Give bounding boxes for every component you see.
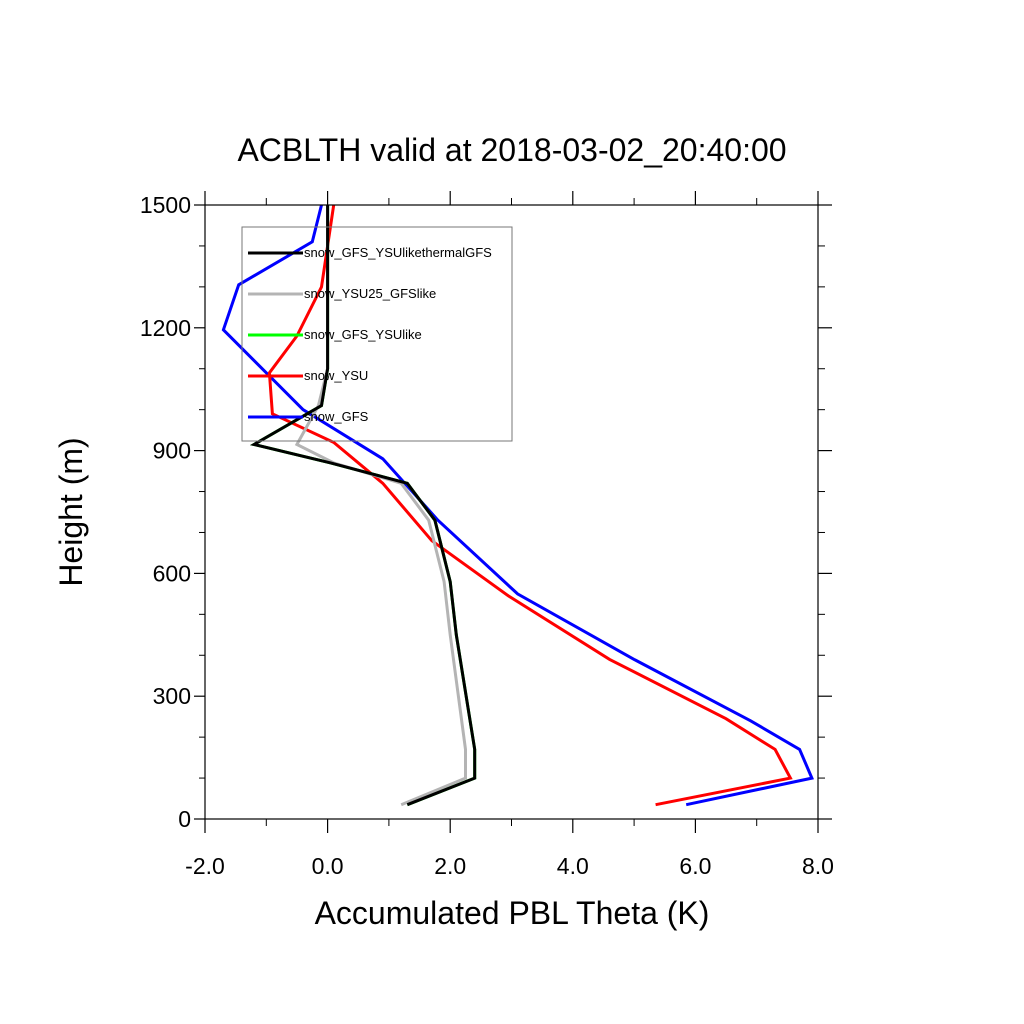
y-tick-label: 0 [178,806,191,832]
x-tick-label: 2.0 [434,853,466,879]
legend-label: snow_YSU25_GFSlike [304,286,436,301]
x-tick-label: 8.0 [802,853,834,879]
legend-label: snow_GFS_YSUlikethermalGFS [304,245,492,260]
y-axis-title: Height (m) [53,437,89,586]
legend-label: snow_YSU [304,368,368,383]
x-tick-label: 0.0 [312,853,344,879]
y-tick-label: 900 [153,438,191,464]
series-line-snow_YSU [267,204,793,807]
series-line-snow_GFS_YSUlikethermalGFS [249,205,477,807]
y-tick-label: 1500 [140,192,191,218]
chart-title: ACBLTH valid at 2018-03-02_20:40:00 [237,132,786,168]
x-tick-label: 4.0 [557,853,589,879]
legend-label: snow_GFS [304,409,369,424]
legend: snow_GFS_YSUlikethermalGFS snow_YSU25_GFS… [241,226,513,442]
x-tick-label: -2.0 [185,853,225,879]
plot-lines [221,204,814,807]
legend-label: snow_GFS_YSUlike [304,327,422,342]
legend-box [241,226,513,442]
series-line-snow_GFS [221,204,814,807]
y-tick-label: 1200 [140,315,191,341]
x-tick-label: 6.0 [679,853,711,879]
y-tick-label: 600 [153,560,191,586]
y-axis-ticks: 0 300 600 900 1200 1500 [140,192,832,832]
x-axis-title: Accumulated PBL Theta (K) [315,895,710,931]
y-tick-label: 300 [153,683,191,709]
x-axis-ticks: -2.0 0.0 2.0 4.0 6.0 8.0 [185,191,834,879]
